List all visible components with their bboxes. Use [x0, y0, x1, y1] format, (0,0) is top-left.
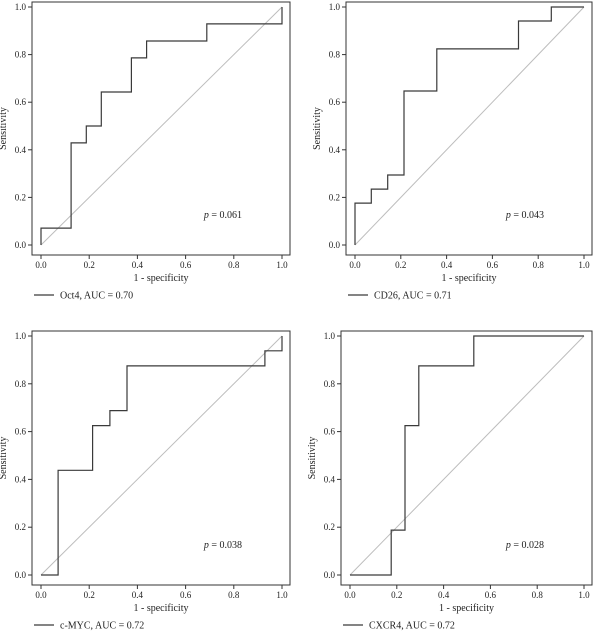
x-tick-label: 0.0	[35, 260, 47, 270]
x-tick-label: 0.0	[344, 590, 356, 600]
roc-panel-1: 0.0 0.2 0.4 0.6 0.8 1.0 0.0 0.2 0.4 0.6 0.8 1.0 1 - …	[0, 1, 291, 302]
y-axis-label: Sensitivity	[0, 437, 9, 480]
x-tick-label: 0.2	[84, 590, 95, 600]
reference-diagonal	[40, 335, 283, 576]
y-tick-label: 0.0	[324, 570, 336, 580]
p-value: = 0.038	[209, 540, 242, 551]
reference-diagonal	[349, 335, 585, 576]
x-tick-label: 0.4	[132, 590, 144, 600]
x-axis-label: 1 - specificity	[134, 273, 189, 284]
x-tick-label: 1.0	[578, 590, 590, 600]
y-tick-label: 0.0	[15, 570, 27, 580]
roc-panel-3: 0.0 0.2 0.4 0.6 0.8 1.0 0.0 0.2 0.4 0.6 0.8 1.0 1 - …	[0, 330, 291, 632]
p-symbol: p	[505, 540, 511, 551]
p-symbol: p	[203, 540, 209, 551]
legend-label: c-MYC, AUC = 0.72	[60, 621, 144, 632]
p-symbol: p	[505, 210, 511, 221]
y-tick-label: 0.6	[15, 97, 27, 107]
y-tick-label: 0.6	[329, 97, 341, 107]
x-tick-label: 1.0	[578, 260, 590, 270]
y-tick-label: 1.0	[329, 2, 341, 12]
roc-curve-line	[350, 335, 584, 576]
x-tick-label: 0.8	[228, 260, 240, 270]
roc-panel-2: 0.0 0.2 0.4 0.6 0.8 1.0 0.0 0.2 0.4 0.6 0.8 1.0 1 - …	[312, 1, 593, 302]
x-tick-label: 0.2	[391, 590, 402, 600]
y-tick-label: 0.4	[15, 145, 27, 155]
plot-frame	[31, 1, 291, 256]
x-tick-label: 0.4	[441, 260, 453, 270]
roc-curve-line	[40, 7, 283, 245]
p-symbol: p	[203, 210, 209, 221]
p-value-annotation: p = 0.061	[203, 210, 242, 221]
plot-frame	[345, 1, 593, 256]
x-tick-label: 0.2	[395, 260, 406, 270]
y-tick-label: 0.2	[324, 522, 335, 532]
p-value-annotation: p = 0.028	[505, 540, 544, 551]
x-tick-label: 0.6	[180, 590, 192, 600]
p-value-annotation: p = 0.043	[505, 210, 544, 221]
plot-frame	[340, 330, 593, 586]
legend-label: Oct4, AUC = 0.70	[60, 291, 133, 302]
reference-diagonal	[354, 6, 585, 246]
p-value: = 0.061	[209, 210, 242, 221]
p-value: = 0.028	[511, 540, 544, 551]
y-tick-label: 0.4	[329, 145, 341, 155]
y-tick-label: 0.6	[324, 427, 336, 437]
x-axis-label: 1 - specificity	[439, 603, 494, 614]
y-tick-label: 0.2	[15, 522, 26, 532]
x-tick-label: 0.0	[349, 260, 361, 270]
y-tick-label: 0.2	[329, 192, 340, 202]
x-tick-label: 0.6	[487, 260, 499, 270]
plot-frame	[31, 330, 291, 586]
p-value-annotation: p = 0.038	[203, 540, 242, 551]
x-tick-label: 0.2	[84, 260, 95, 270]
x-axis-label: 1 - specificity	[134, 603, 189, 614]
y-tick-label: 0.8	[329, 50, 341, 60]
x-tick-label: 0.6	[485, 590, 497, 600]
y-tick-label: 0.0	[329, 240, 341, 250]
y-tick-label: 1.0	[15, 2, 27, 12]
x-tick-label: 0.8	[532, 590, 544, 600]
y-tick-label: 0.4	[324, 474, 336, 484]
y-axis-label: Sensitivity	[0, 107, 9, 150]
x-tick-label: 0.8	[533, 260, 545, 270]
roc-panel-4: 0.0 0.2 0.4 0.6 0.8 1.0 0.0 0.2 0.4 0.6 0.8 1.0 1 - …	[307, 330, 593, 632]
y-tick-label: 0.2	[15, 192, 26, 202]
roc-curve-line	[354, 6, 584, 245]
x-tick-label: 0.4	[132, 260, 144, 270]
x-tick-label: 1.0	[276, 260, 288, 270]
roc-curve-line	[41, 336, 283, 576]
y-tick-label: 0.0	[15, 240, 27, 250]
y-tick-label: 0.4	[15, 474, 27, 484]
x-axis-label: 1 - specificity	[442, 273, 497, 284]
y-tick-label: 0.8	[15, 379, 27, 389]
x-tick-label: 0.0	[35, 590, 47, 600]
y-tick-label: 1.0	[15, 331, 27, 341]
y-tick-label: 0.8	[15, 50, 27, 60]
x-tick-label: 0.8	[228, 590, 240, 600]
y-tick-label: 1.0	[324, 331, 336, 341]
p-value: = 0.043	[511, 210, 544, 221]
x-tick-label: 0.4	[438, 590, 450, 600]
x-tick-label: 1.0	[276, 590, 288, 600]
y-tick-label: 0.6	[15, 427, 27, 437]
legend-label: CD26, AUC = 0.71	[374, 291, 452, 302]
reference-diagonal	[40, 6, 283, 246]
y-tick-label: 0.8	[324, 379, 336, 389]
y-axis-label: Sensitivity	[312, 107, 323, 150]
x-tick-label: 0.6	[180, 260, 192, 270]
legend-label: CXCR4, AUC = 0.72	[369, 621, 455, 632]
y-axis-label: Sensitivity	[307, 437, 318, 480]
